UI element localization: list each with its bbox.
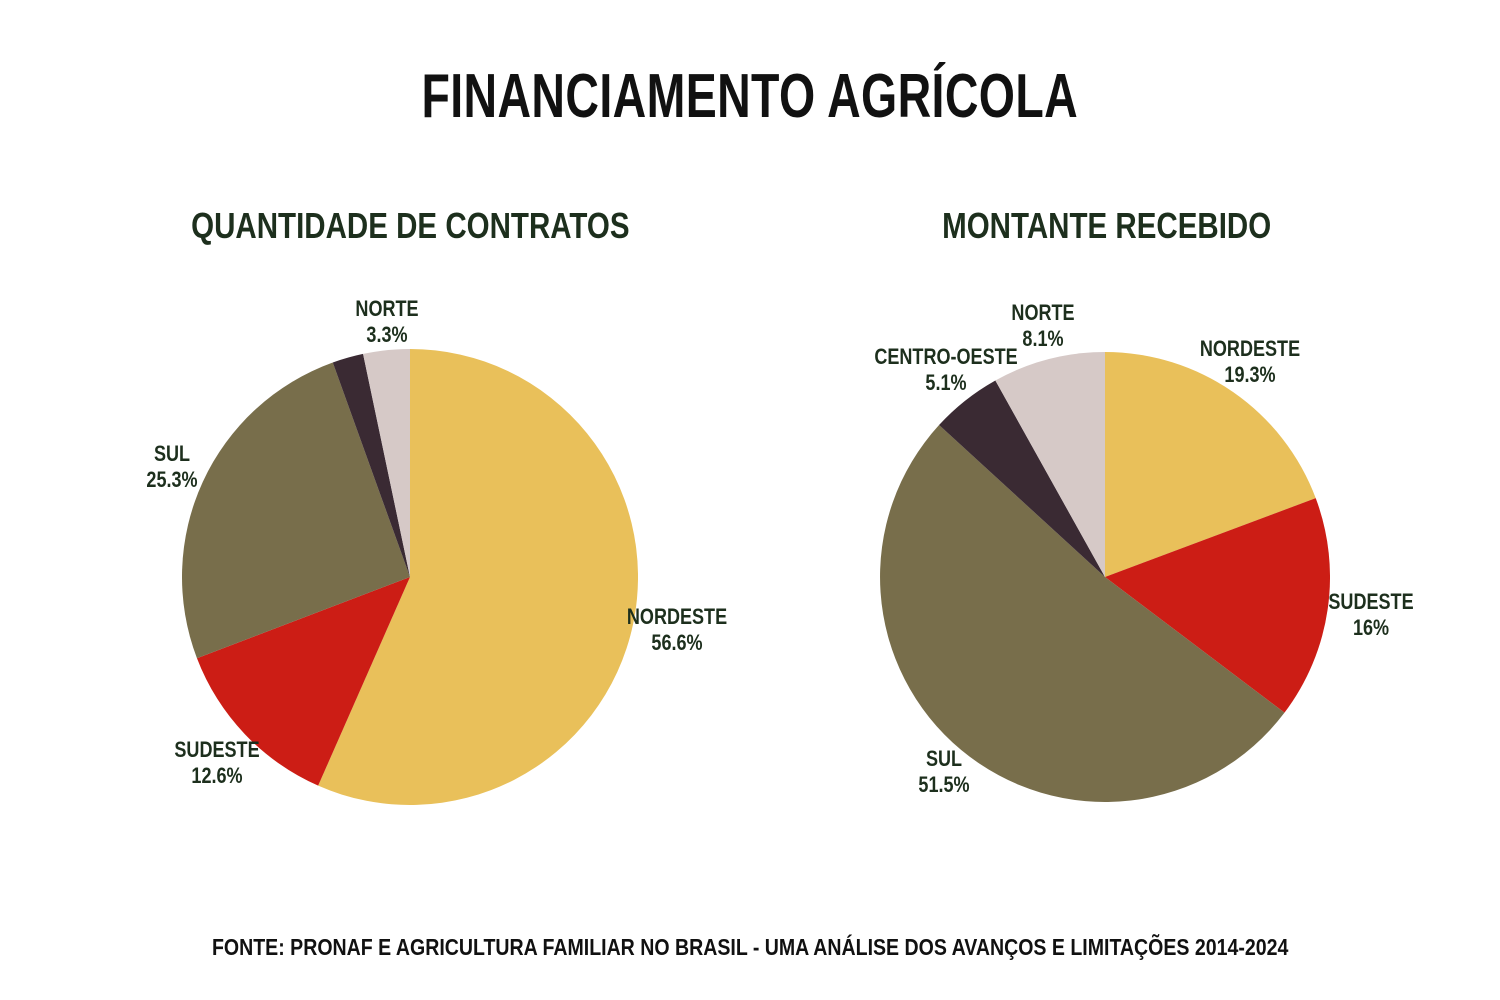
contracts-label-norte-value: 3.3% [366,322,408,347]
contracts-label-nordeste: NORDESTE 56.6% [627,604,727,656]
pie-slice-nordeste [318,349,638,805]
pie-slice-sul [182,362,410,659]
contracts-chart-title: QUANTIDADE DE CONTRATOS [110,206,710,246]
page-title-text: FINANCIAMENTO AGRÍCOLA [421,62,1079,131]
amount-label-sul: SUL 51.5% [918,746,969,798]
contracts-chart-title-text: QUANTIDADE DE CONTRATOS [190,205,630,246]
amount-label-nordeste-name: NORDESTE [1199,336,1301,361]
amount-chart-title-text: MONTANTE RECEBIDO [942,205,1272,246]
contracts-label-sudeste-value: 12.6% [191,763,243,788]
contracts-label-nordeste-name: NORDESTE [626,604,728,629]
amount-label-sul-value: 51.5% [918,772,970,797]
pie-slice-norte [363,349,410,577]
amount-label-sudeste: SUDESTE 16% [1328,589,1413,641]
pie-slice-centro-oeste [332,353,410,577]
amount-label-norte-value: 8.1% [1022,326,1064,351]
contracts-label-sudeste: SUDESTE 12.6% [174,737,259,789]
contracts-pie-chart [182,349,638,805]
pie-slice-sudeste [196,577,410,786]
pie-slice-nordeste [1105,352,1316,577]
amount-label-nordeste-value: 19.3% [1224,362,1276,387]
pie-slice-norte [995,352,1105,577]
amount-label-norte-name: NORTE [1011,300,1075,325]
contracts-label-sudeste-name: SUDESTE [174,737,260,762]
source-note-text: FONTE: PRONAF E AGRICULTURA FAMILIAR NO … [211,934,1289,960]
contracts-label-norte-name: NORTE [355,296,419,321]
amount-label-centro-oeste-name: CENTRO-OESTE [874,344,1018,369]
source-note: FONTE: PRONAF E AGRICULTURA FAMILIAR NO … [0,933,1500,961]
contracts-label-norte: NORTE 3.3% [355,296,418,348]
page-title: FINANCIAMENTO AGRÍCOLA [0,64,1500,130]
contracts-label-nordeste-value: 56.6% [651,630,703,655]
amount-pie-chart [880,352,1330,802]
amount-chart-title: MONTANTE RECEBIDO [807,206,1407,246]
amount-label-centro-oeste-value: 5.1% [925,370,967,395]
pie-slice-centro-oeste [939,380,1105,577]
amount-label-norte: NORTE 8.1% [1011,300,1074,352]
contracts-label-sul: SUL 25.3% [146,441,197,493]
amount-label-sul-name: SUL [925,746,963,771]
contracts-label-sul-name: SUL [153,441,191,466]
contracts-label-sul-value: 25.3% [146,467,198,492]
pie-slice-sul [880,425,1285,802]
amount-label-centro-oeste: CENTRO-OESTE 5.1% [874,344,1017,396]
amount-label-nordeste: NORDESTE 19.3% [1200,336,1300,388]
amount-label-sudeste-value: 16% [1352,615,1390,640]
amount-label-sudeste-name: SUDESTE [1328,589,1414,614]
pie-slice-sudeste [1105,498,1330,713]
